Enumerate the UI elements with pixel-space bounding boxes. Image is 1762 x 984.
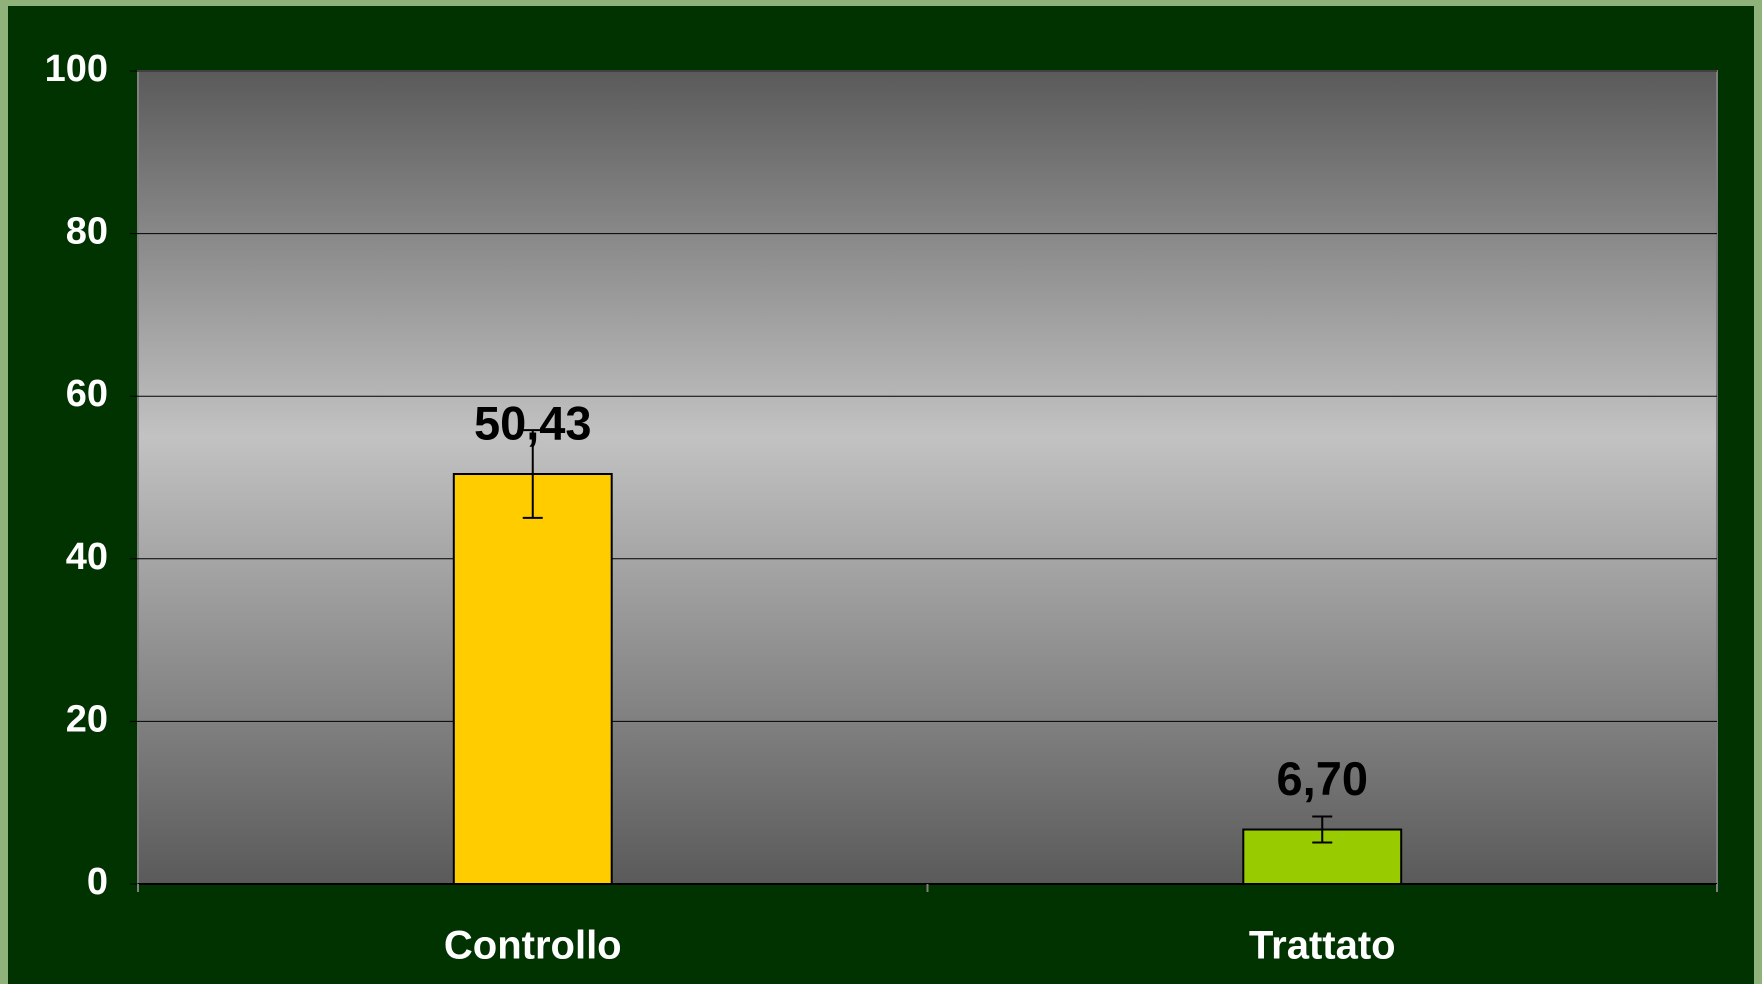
y-tick-label: 100 (45, 48, 108, 90)
y-tick-label: 0 (87, 861, 108, 903)
bar (452, 473, 613, 885)
x-tick-label: Trattato (1249, 924, 1396, 968)
plot-area (137, 70, 1718, 885)
error-bar (522, 429, 543, 519)
data-label: 50,43 (474, 396, 592, 449)
error-bar (1312, 815, 1333, 844)
data-label: 6,70 (1277, 752, 1368, 805)
y-tick-label: 60 (66, 373, 108, 415)
y-tick-label: 40 (66, 536, 108, 578)
y-tick-label: 80 (66, 211, 108, 253)
x-tick-label: Controllo (444, 924, 622, 968)
y-tick-label: 20 (66, 698, 108, 740)
